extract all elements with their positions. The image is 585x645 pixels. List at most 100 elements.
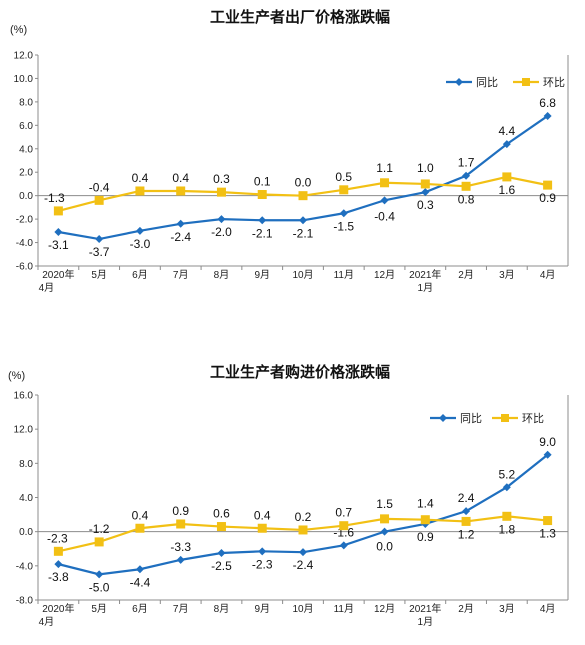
legend-label: 环比 [522,412,544,425]
data-label: 0.4 [132,508,149,522]
data-label: 1.1 [376,161,393,175]
x-tick-label: 2020年 4月 [39,602,75,628]
x-tick-label: 9月 [254,269,270,281]
legend-marker [439,414,447,422]
x-tick-label: 4月 [540,269,556,281]
y-tick-label: 8.0 [19,459,33,470]
series-mom: -1.3 -0.4 0.4 0.4 0.3 0.1 0.0 0.5 1.1 1.0 0.8 1.6 0.… [44,161,556,216]
data-point [543,111,552,120]
data-label: 0.1 [254,174,271,188]
data-label: 0.9 [417,530,434,544]
data-point [380,514,390,524]
x-tick-label: 4月 [540,603,556,615]
data-point [502,483,511,492]
data-label: -0.4 [89,180,110,194]
data-point [461,181,471,191]
data-label: 9.0 [539,435,556,449]
data-point [543,180,553,190]
chart-2: 工业生产者购进价格涨跌幅 (%) 16.0 12.0 8.0 4.0 0.0 -4.0 -8.0… [8,363,569,628]
data-label: 0.3 [213,172,230,186]
data-point [176,219,185,228]
data-label: -3.1 [48,238,69,252]
data-point [176,186,186,196]
legend-label: 同比 [476,76,498,89]
data-label: -2.4 [293,558,314,572]
data-point [339,541,348,550]
y-tick-label: 12.0 [14,51,34,62]
y-tick-label: 8.0 [19,97,33,108]
data-point [420,179,430,189]
data-label: -2.5 [211,559,232,573]
legend: 同比 环比 [446,76,565,89]
data-label: 2.4 [458,491,475,505]
series-mom: -2.3 -1.2 0.4 0.9 0.6 0.4 0.2 0.7 1.5 1.4 1.2 1.8 1.… [47,497,556,556]
data-point [502,172,512,182]
data-label: -3.0 [130,237,151,251]
y-tick-label: 6.0 [19,121,33,132]
data-label: 1.0 [417,161,434,175]
x-tick-label: 5月 [91,603,107,615]
x-tick-label: 10月 [292,269,313,281]
data-point [502,140,511,149]
data-label: -2.3 [47,531,68,545]
data-label: 0.4 [172,171,189,185]
legend-marker [455,78,463,86]
x-tick-label: 8月 [214,269,230,281]
x-tick-label: 3月 [499,603,515,615]
data-point [339,185,349,195]
chart-title: 工业生产者出厂价格涨跌幅 [210,8,390,26]
legend-label: 同比 [460,412,482,425]
x-tick-label: 8月 [214,603,230,615]
data-point [461,516,471,526]
x-tick-label: 7月 [173,269,189,281]
data-label: 1.7 [458,156,475,170]
data-point [298,525,308,535]
data-point [176,555,185,564]
data-label: 1.6 [499,183,516,197]
data-label: -2.0 [211,225,232,239]
data-point [176,519,186,529]
data-label: -3.3 [170,540,191,554]
series-yoy: -3.8 -5.0 -4.4 -3.3 -2.5 -2.3 -2.4 -1.6 0.0 0.9 2.… [48,435,556,595]
data-point [257,523,267,533]
data-point [421,188,430,197]
data-point [258,216,267,225]
y-tick-label: 4.0 [19,493,33,504]
data-label: 0.7 [335,506,352,520]
y-tick-label: 16.0 [14,391,34,402]
y-tick-label: -6.0 [16,262,34,273]
data-point [94,537,104,547]
chart-1: 工业生产者出厂价格涨跌幅 (%) 12.0 10.0 8.0 6.0 4.0 2.0 0.0 -2… [10,8,569,294]
data-label: 0.4 [254,508,271,522]
y-tick-label: 10.0 [14,74,34,85]
data-point [380,527,389,536]
data-label: -2.3 [252,557,273,571]
data-point [462,507,471,516]
data-label: 4.4 [499,124,516,138]
legend: 同比 环比 [430,412,544,425]
x-tick-label: 6月 [132,603,148,615]
y-tick-label: -2.0 [16,215,34,226]
x-tick-label: 7月 [173,603,189,615]
data-label: 0.5 [335,170,352,184]
data-point [135,523,145,533]
data-label: -1.2 [89,522,110,536]
y-unit-label: (%) [10,24,27,36]
data-point [380,196,389,205]
data-label: 0.0 [295,176,312,190]
data-point [543,516,553,526]
data-point [95,235,104,244]
y-unit-label: (%) [8,370,25,382]
legend-marker [501,414,509,422]
data-point [299,216,307,225]
data-label: -2.4 [170,230,191,244]
y-tick-label: 2.0 [19,168,33,179]
data-label: -1.3 [44,191,65,205]
y-tick-label: 0.0 [19,191,33,202]
data-point [135,186,145,196]
y-tick-label: -4.0 [16,561,34,572]
data-point [53,206,63,216]
data-point [135,226,144,235]
data-label: 0.9 [539,191,556,205]
